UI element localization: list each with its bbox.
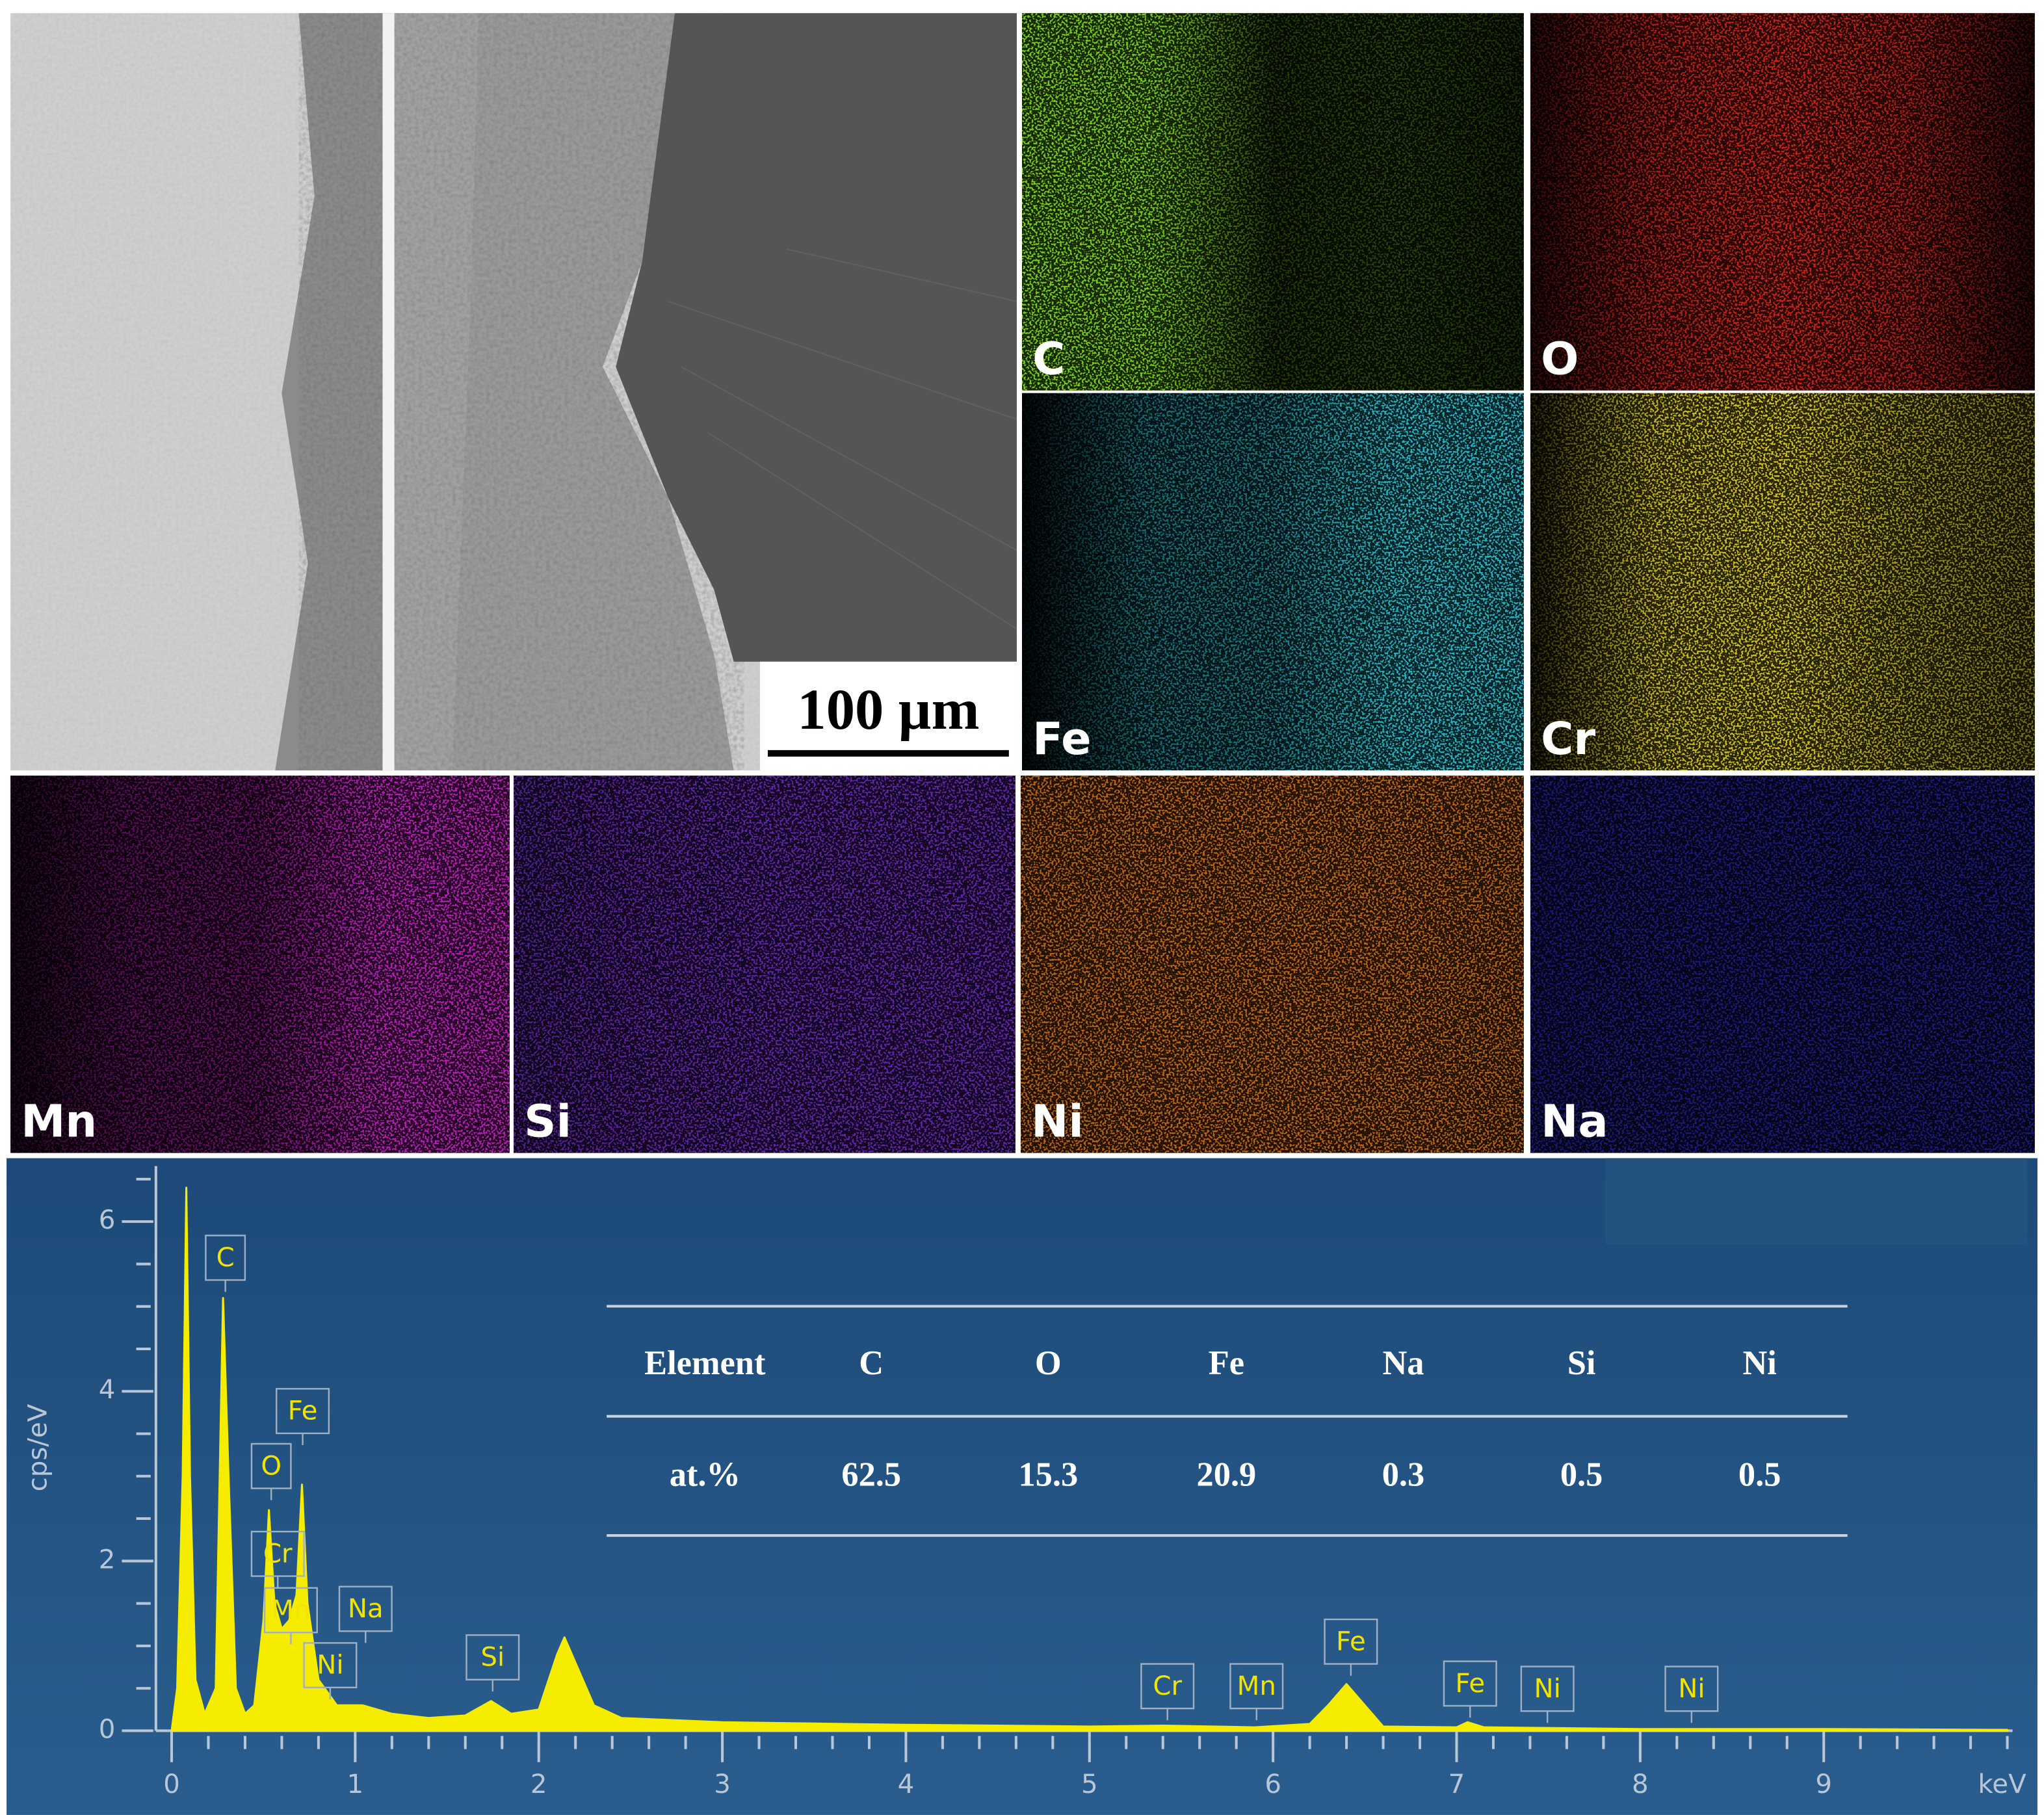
annotation-label: Ni [1678,1673,1705,1704]
map-label: Cr [1541,713,1595,765]
map-signal [1530,393,2035,771]
table-cell: 15.3 [1018,1456,1078,1493]
annotation-label: Fe [1455,1668,1485,1699]
x-tick-label: 9 [1815,1769,1832,1799]
x-tick-label: 1 [347,1769,364,1799]
annotation-label: Na [348,1593,384,1624]
map-signal [1022,393,1524,771]
table-header-cell: O [1035,1344,1062,1382]
table-cell: 0.3 [1382,1456,1425,1493]
map-label: O [1541,333,1579,385]
table-cell: 0.5 [1560,1456,1603,1493]
x-axis-title: keV [1978,1769,2026,1799]
table-cell: 0.5 [1738,1456,1781,1493]
element-maps: C O Fe Cr Mn Si Ni Na [10,13,2035,1153]
table-header-cell: Element [644,1344,766,1382]
x-tick-label: 8 [1632,1769,1649,1799]
annotation-label: Fe [1336,1626,1366,1656]
map-signal [10,776,510,1153]
map-signal [1022,13,1524,391]
x-tick-label: 0 [163,1769,180,1799]
map-signal [514,776,1015,1153]
annotation-label: O [261,1450,282,1481]
map-signal [1020,776,1524,1153]
annotation-label: Si [480,1642,504,1673]
map-label: Fe [1032,713,1092,765]
x-tick-label: 5 [1081,1769,1098,1799]
map-label: Na [1541,1095,1608,1147]
map-label: Ni [1031,1095,1084,1147]
x-tick-label: 6 [1264,1769,1281,1799]
y-tick-label: 2 [99,1544,116,1574]
table-cell: 62.5 [841,1456,901,1493]
annotation-label: C [216,1242,235,1273]
spectrum-area [170,1186,2009,1732]
sem-image: 100 µm [10,13,1017,771]
x-tick-label: 4 [898,1769,915,1799]
x-tick-label: 2 [531,1769,547,1799]
y-axis-title: cps/eV [22,1404,53,1491]
x-tick-label: 3 [714,1769,731,1799]
table-cell: 20.9 [1197,1456,1257,1493]
map-label: Si [524,1095,571,1147]
y-tick-label: 4 [99,1374,116,1405]
table-header-cell: Si [1567,1344,1596,1382]
annotation-label: Ni [1534,1673,1560,1704]
map-label: C [1032,333,1065,385]
table-cell: at.% [670,1456,740,1493]
table-header-cell: Fe [1209,1344,1244,1382]
y-tick-label: 0 [99,1714,116,1744]
annotation-label: Mn [1237,1671,1276,1701]
table-header-cell: Na [1382,1344,1424,1382]
table-header-cell: C [859,1344,884,1382]
y-tick-label: 6 [99,1205,116,1235]
map-signal [1530,13,2035,391]
map-signal [1530,776,2035,1153]
scale-bar-label: 100 µm [797,678,979,742]
annotation-label: Cr [1153,1671,1182,1701]
x-tick-label: 7 [1448,1769,1465,1799]
annotation-label: Mn [271,1595,310,1625]
annotation-label: Cr [263,1538,293,1569]
annotation-label: Fe [288,1396,318,1426]
table-header-cell: Ni [1742,1344,1776,1382]
annotation-label: Ni [317,1650,343,1680]
map-label: Mn [21,1095,97,1147]
